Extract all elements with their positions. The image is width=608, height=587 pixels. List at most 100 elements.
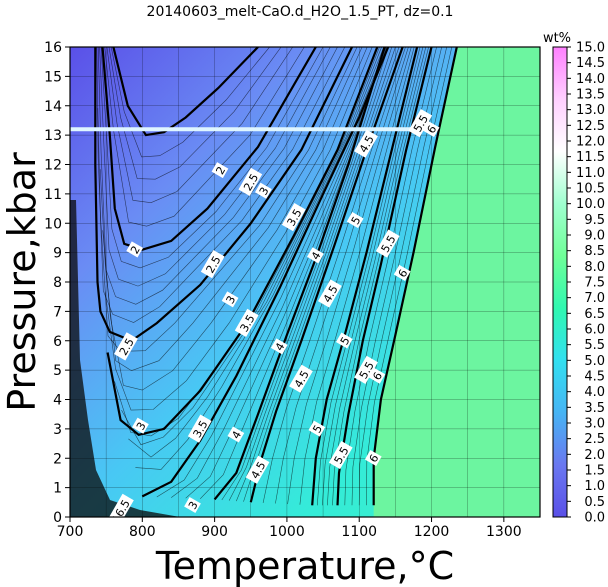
colorbar-tick-label: 2.5 (584, 432, 605, 447)
y-tick-label: 16 (44, 40, 62, 56)
y-tick-label: 7 (53, 304, 62, 320)
colorbar-tick-label: 13.5 (576, 88, 605, 103)
colorbar-tick-label: 0.5 (584, 495, 605, 510)
contour-label-bg (289, 364, 313, 393)
contour-label: 4 (307, 247, 324, 264)
contour-minor (327, 47, 427, 506)
y-tick-label: 9 (53, 246, 62, 262)
contour-label: 2 (211, 162, 229, 179)
y-tick-label: 15 (44, 69, 62, 85)
contour-label-bg (114, 332, 138, 361)
colorbar-tick-label: 11.5 (576, 150, 605, 165)
contour-minor (228, 47, 393, 501)
contour-minor (344, 47, 437, 506)
contour-label: 6 (364, 449, 382, 467)
contour-4 (213, 47, 386, 501)
contour-minor (287, 47, 412, 505)
colorbar-tick-label: 13.0 (576, 103, 605, 118)
contour-minor (275, 47, 409, 504)
contour-label: 3 (132, 417, 149, 434)
contour-minor (262, 47, 406, 503)
contour-label: 5 (335, 332, 353, 349)
contour-label: 4 (270, 338, 288, 355)
contour-label-bg (335, 332, 353, 349)
y-axis-label: Pressure,kbar (0, 152, 44, 412)
contour-label: 2 (126, 241, 144, 258)
y-tick-label: 12 (44, 158, 62, 174)
contour-label-bg (281, 203, 306, 232)
contour-minor (106, 47, 293, 204)
contour-label-bg (245, 455, 270, 484)
colorbar-tick-label: 2.0 (584, 448, 605, 463)
contour-label-bg (234, 308, 259, 337)
contour-label-bg (106, 493, 134, 517)
contour-label-bg (221, 291, 239, 308)
contour-minor (358, 47, 447, 506)
contour-label-bg (408, 109, 433, 138)
contour-minor (299, 47, 415, 505)
contour-minor (185, 47, 387, 499)
contour-label-bg (308, 420, 326, 437)
contour-minor (171, 47, 387, 498)
contour-minor (100, 47, 324, 269)
contour-label-bg (132, 417, 149, 434)
contour-minor (236, 47, 396, 502)
contour-3 (106, 47, 379, 436)
contour-label: 4 (227, 426, 245, 443)
contour-label-bg (368, 367, 386, 384)
chart-title: 20140603_melt-CaO.d_H2O_1.5_PT, dz=0.1 (147, 4, 454, 20)
contour-label-bg (238, 167, 263, 196)
colorbar-tick-label: 0.0 (584, 511, 605, 526)
contour-label: 3 (254, 182, 272, 199)
colorbar-tick-label: 15.0 (576, 41, 605, 56)
contour-minor (102, 47, 368, 391)
contour-minor (135, 47, 387, 470)
y-tick-label: 11 (44, 187, 62, 203)
contour-label-bg (364, 449, 382, 467)
contour-minor (128, 47, 385, 458)
x-tick-label: 1300 (486, 524, 522, 540)
contour-label-bg (328, 440, 353, 470)
y-tick-label: 6 (53, 334, 62, 350)
contour-label: 3 (221, 291, 239, 308)
colorbar-tick-label: 5.0 (584, 354, 605, 369)
x-axis-label: Temperature,°C (155, 544, 454, 587)
contour-label-bg (254, 182, 272, 199)
colorbar-tick-label: 14.0 (576, 72, 605, 87)
colorbar-tick-label: 5.5 (584, 338, 605, 353)
contour-label-bg (354, 355, 378, 384)
contour-minor (351, 47, 442, 506)
colorbar-tick-label: 4.0 (584, 385, 605, 400)
y-tick-label: 13 (44, 128, 62, 144)
contour-minor (97, 47, 338, 305)
contour-2 (112, 47, 259, 137)
y-tick-label: 10 (44, 216, 62, 232)
x-axis-ticks: 700 800 900 1000 1100 1200 1300 (57, 517, 522, 540)
y-tick-label: 1 (53, 481, 62, 497)
x-tick-label: 800 (129, 524, 156, 540)
colorbar-tick-label: 7.5 (584, 276, 605, 291)
x-tick-label: 1200 (414, 524, 450, 540)
contour-2 (101, 47, 317, 251)
x-tick-label: 1000 (269, 524, 305, 540)
x-tick-label: 900 (201, 524, 228, 540)
contour-minor (332, 47, 429, 506)
colorbar-tick-label: 3.5 (584, 401, 605, 416)
contour-label: 5 (346, 212, 364, 229)
y-tick-label: 0 (53, 510, 62, 526)
colorbar-tick-label: 1.0 (584, 479, 605, 494)
y-tick-label: 8 (53, 275, 62, 291)
y-tick-label: 3 (53, 422, 62, 438)
colorbar-tick-label: 3.0 (584, 417, 605, 432)
colorbar-tick-label: 8.5 (584, 244, 605, 259)
contour-label: 3 (184, 496, 201, 514)
colorbar-tick-label: 7.0 (584, 291, 605, 306)
contour-label-bg (317, 279, 342, 308)
contour-label-bg (187, 414, 212, 443)
x-tick-label: 1100 (341, 524, 377, 540)
colorbar-tick-label: 12.5 (576, 119, 605, 134)
contour-minor (110, 47, 270, 158)
colorbar-tick-label: 10.5 (576, 182, 605, 197)
